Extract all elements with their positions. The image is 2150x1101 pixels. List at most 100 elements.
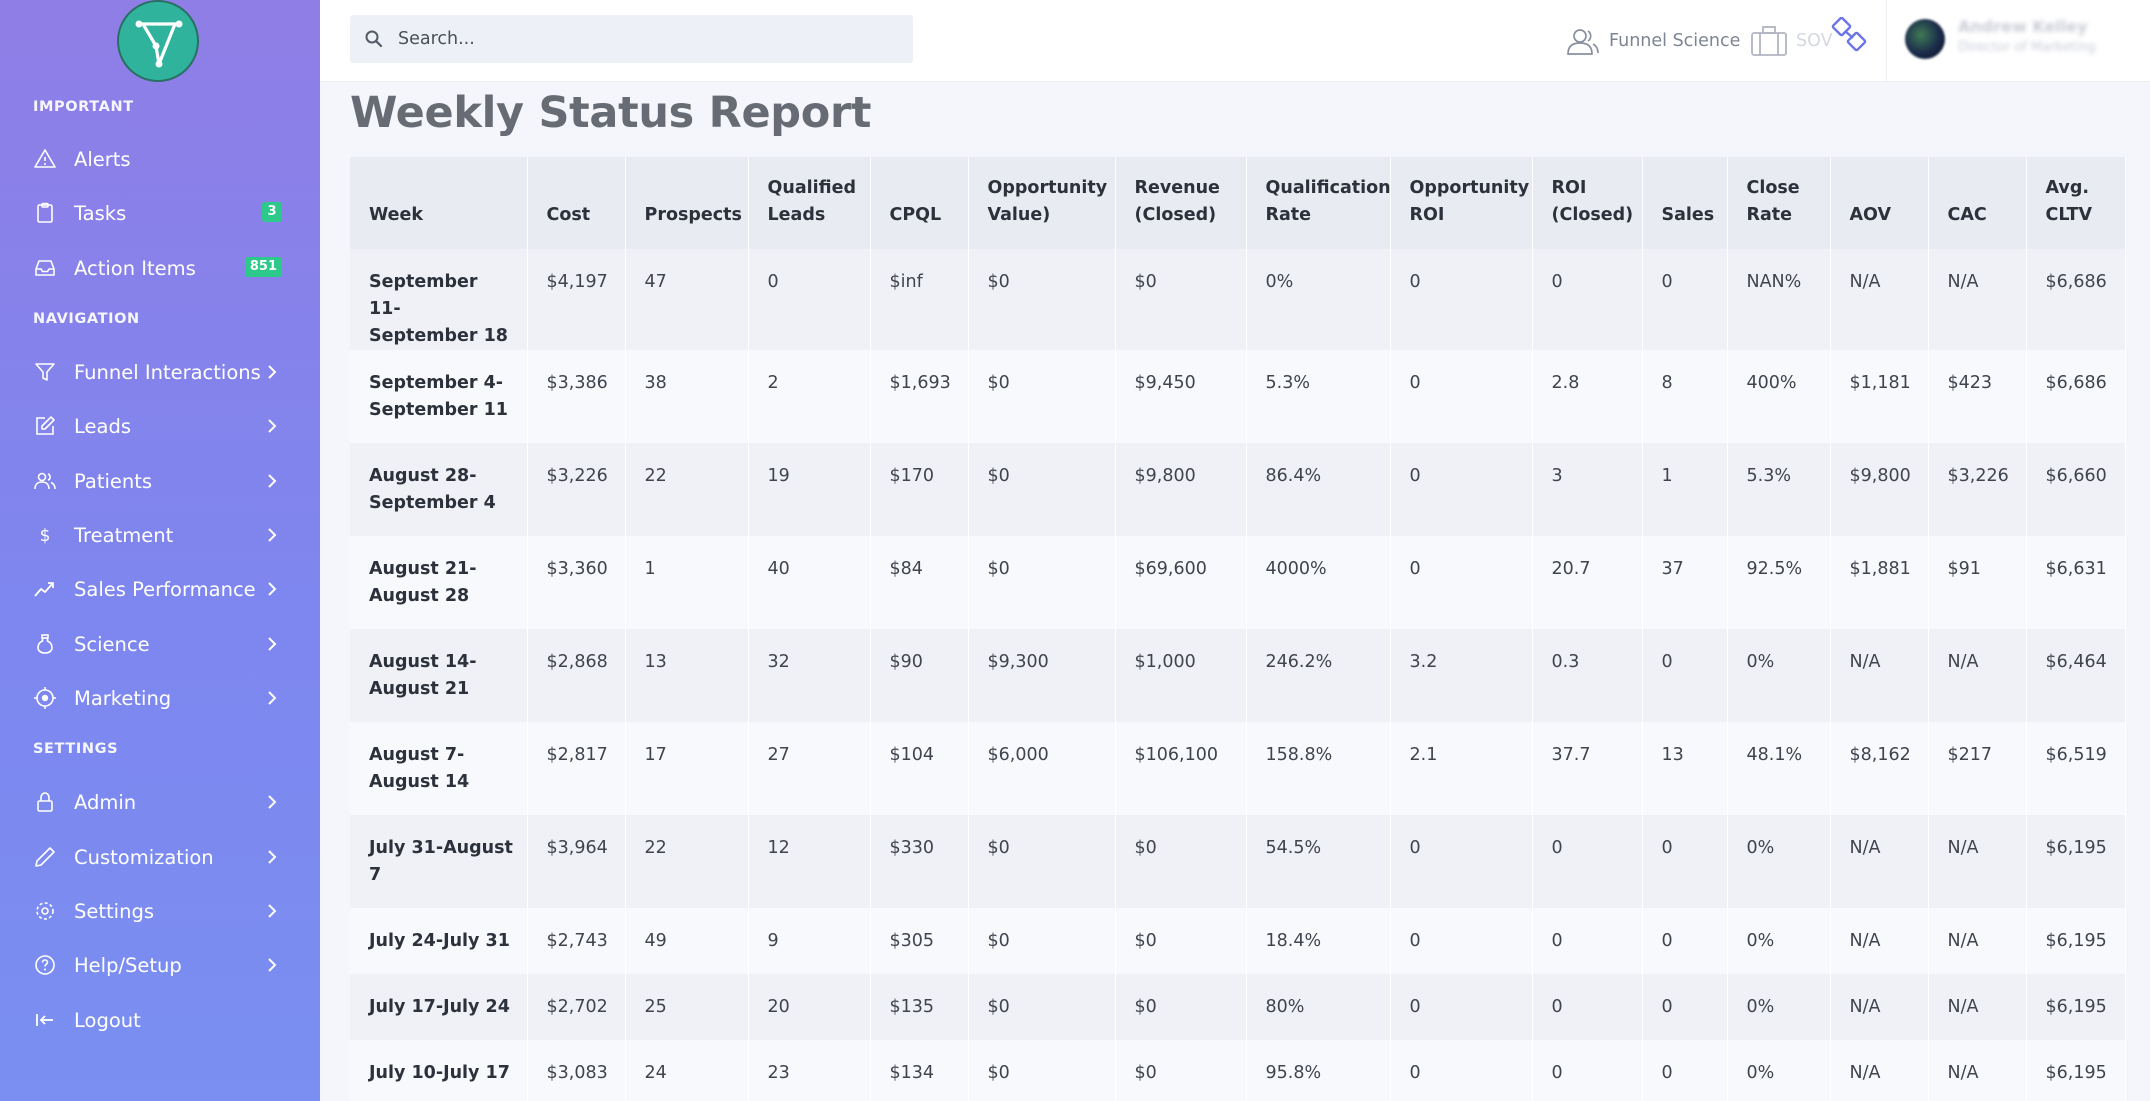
lock-icon [33,790,57,814]
cell-aov: N/A [1830,629,1929,722]
cell-roi-closed: 2.8 [1532,350,1643,443]
cell-close-rate: NAN% [1727,249,1831,350]
sidebar-item-settings[interactable]: Settings [0,888,320,934]
cell-opportunity-roi: 2.1 [1390,722,1533,815]
cell-opportunity-value: $0 [968,815,1116,908]
text-line: ROI [1409,205,1445,225]
brand-logo[interactable] [117,0,199,82]
chevron-right-icon [268,528,277,542]
sidebar-item-marketing[interactable]: Marketing [0,675,320,721]
cell-opportunity-roi: 3.2 [1390,629,1533,722]
cell-qualification-rate: 86.4% [1246,443,1391,536]
chevron-right-icon [268,795,277,809]
cell-opportunity-value: $0 [968,350,1116,443]
sidebar-item-treatment[interactable]: $ Treatment [0,512,320,558]
cell-cac: $3,226 [1928,443,2027,536]
integrations-link[interactable] [1830,17,1870,52]
column-header-opportunity-value[interactable]: Opportunity Value) [968,157,1116,249]
cell-week: August 28- September 4 [350,443,528,536]
cell-cpql: $84 [870,536,969,629]
column-header-sales[interactable]: Sales [1642,157,1728,249]
column-header-prospects[interactable]: Prospects [625,157,749,249]
sidebar-item-label: Logout [74,1008,141,1032]
cell-avg-cltv: $6,660 [2026,443,2126,536]
sidebar-item-funnel-interactions[interactable]: Funnel Interactions [0,349,320,395]
sidebar-item-alerts[interactable]: Alerts [0,136,320,182]
cell-roi-closed: 0 [1532,249,1643,350]
text-line: (Closed) [1134,205,1217,225]
cell-close-rate: 48.1% [1727,722,1831,815]
column-header-cost[interactable]: Cost [527,157,626,249]
column-header-week[interactable]: Week [350,157,528,249]
column-header-close-rate[interactable]: Close Rate [1727,157,1831,249]
sov-link[interactable]: SOV [1750,26,1833,56]
sidebar-item-customization[interactable]: Customization [0,834,320,880]
action-items-count-badge: 851 [244,257,282,277]
cell-qualified-leads: 0 [748,249,871,350]
cell-opportunity-value: $0 [968,908,1116,974]
sidebar-item-patients[interactable]: Patients [0,458,320,504]
cell-cost: $4,197 [527,249,626,350]
sidebar-item-action-items[interactable]: Action Items 851 [0,245,320,291]
cell-sales: 37 [1642,536,1728,629]
cell-sales: 0 [1642,249,1728,350]
column-header-aov[interactable]: AOV [1830,157,1929,249]
cell-aov: N/A [1830,1040,1929,1101]
funnel-science-link[interactable]: Funnel Science [1563,26,1740,56]
sidebar-item-help-setup[interactable]: Help/Setup [0,942,320,988]
sidebar-item-leads[interactable]: Leads [0,403,320,449]
text-line: Rate [1265,205,1312,225]
sidebar-item-logout[interactable]: Logout [0,997,320,1043]
text-line: Opportunity [987,178,1108,198]
cell-revenue-closed: $69,600 [1115,536,1247,629]
sidebar-item-sales-performance[interactable]: Sales Performance [0,566,320,612]
column-header-roi-closed[interactable]: ROI (Closed) [1532,157,1643,249]
cell-opportunity-roi: 0 [1390,1040,1533,1101]
sidebar-item-admin[interactable]: Admin [0,779,320,825]
top-bar: Funnel Science SOV Andrew Kelley Directo… [320,0,2150,82]
cell-prospects: 24 [625,1040,749,1101]
cell-qualification-rate: 18.4% [1246,908,1391,974]
table-row: July 24-July 31 $2,743 49 9 $305 $0 $0 18.4% 0 0 0… [350,908,2126,974]
cell-avg-cltv: $6,631 [2026,536,2126,629]
column-header-opportunity-roi[interactable]: Opportunity ROI [1390,157,1533,249]
column-header-cac[interactable]: CAC [1928,157,2027,249]
cell-roi-closed: 0 [1532,1040,1643,1101]
search-box [350,15,913,63]
text-line: August 7- [369,745,465,765]
text-line: Rate [1746,205,1793,225]
sidebar-item-science[interactable]: Science [0,621,320,667]
cell-opportunity-value: $9,300 [968,629,1116,722]
cell-opportunity-roi: 0 [1390,536,1533,629]
cell-week: August 14- August 21 [350,629,528,722]
text-line: Leads [767,205,826,225]
column-header-avg-cltv[interactable]: Avg. CLTV [2026,157,2126,249]
sidebar-item-label: Customization [74,845,214,869]
sidebar-item-tasks[interactable]: Tasks 3 [0,190,320,236]
cell-cpql: $1,693 [870,350,969,443]
column-header-qualification-rate[interactable]: Qualification Rate [1246,157,1391,249]
gear-icon [33,899,57,923]
text-line: Qualified [767,178,857,198]
search-input[interactable] [398,15,898,63]
link-icon [1831,17,1867,52]
table-row: August 21- August 28 $3,360 1 40 $84 $0 $69,600… [350,536,2126,629]
text-line: CLTV [2045,205,2093,225]
column-header-qualified-leads[interactable]: Qualified Leads [748,157,871,249]
column-header-revenue-closed[interactable]: Revenue (Closed) [1115,157,1247,249]
cell-opportunity-roi: 0 [1390,974,1533,1040]
inbox-icon [33,256,57,280]
cell-close-rate: 5.3% [1727,443,1831,536]
chevron-right-icon [268,474,277,488]
avatar[interactable] [1905,19,1945,59]
cell-sales: 0 [1642,815,1728,908]
table-header-row: Week Cost Prospects Qualified Leads CPQL Oppor… [350,157,2126,249]
topbar-divider [1886,0,1887,82]
cell-revenue-closed: $0 [1115,908,1247,974]
cell-cac: N/A [1928,815,2027,908]
cell-revenue-closed: $106,100 [1115,722,1247,815]
cell-revenue-closed: $1,000 [1115,629,1247,722]
pencil-icon [33,845,57,869]
column-header-cpql[interactable]: CPQL [870,157,969,249]
text-line: September 4 [369,493,496,513]
